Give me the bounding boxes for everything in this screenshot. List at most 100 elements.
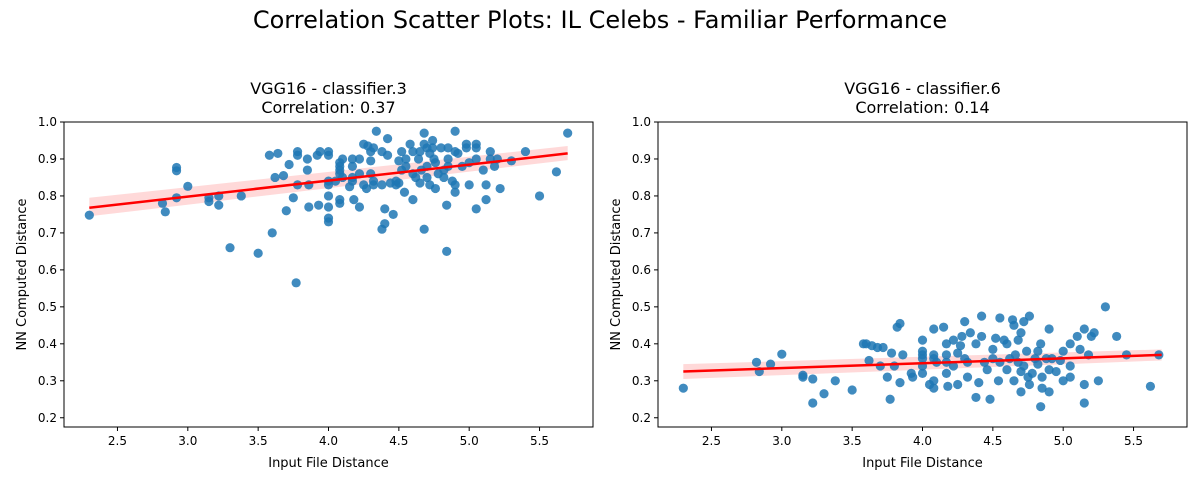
data-point bbox=[160, 207, 170, 217]
regression-line bbox=[683, 353, 1162, 373]
data-point bbox=[323, 180, 334, 190]
data-point bbox=[323, 146, 334, 157]
data-point bbox=[957, 331, 967, 342]
y-tick-label: 0.7 bbox=[632, 226, 651, 240]
x-tick-label: 2.5 bbox=[702, 434, 721, 448]
data-point bbox=[885, 394, 895, 404]
y-tick-label: 0.6 bbox=[632, 263, 651, 277]
data-point bbox=[1019, 361, 1029, 371]
y-tick-label: 1.0 bbox=[632, 115, 651, 129]
data-point bbox=[347, 154, 358, 164]
data-point bbox=[415, 146, 425, 157]
data-point bbox=[422, 172, 432, 183]
data-point bbox=[214, 200, 224, 210]
figure-title: Correlation Scatter Plots: IL Celebs - F… bbox=[252, 6, 948, 34]
data-point bbox=[995, 357, 1005, 367]
data-point bbox=[864, 355, 874, 366]
data-point bbox=[974, 378, 984, 388]
data-point bbox=[171, 162, 182, 173]
data-point bbox=[1037, 372, 1047, 382]
data-point bbox=[430, 158, 441, 168]
data-point bbox=[1065, 361, 1075, 371]
data-point bbox=[1033, 346, 1043, 356]
data-point bbox=[819, 389, 829, 399]
data-point bbox=[388, 209, 398, 220]
data-point bbox=[1112, 331, 1122, 342]
data-point bbox=[1051, 366, 1061, 377]
plot-frame bbox=[657, 121, 1188, 428]
data-point bbox=[1079, 324, 1089, 334]
data-point bbox=[1044, 365, 1054, 375]
data-point bbox=[991, 333, 1001, 343]
y-tick-label: 0.6 bbox=[38, 263, 57, 277]
data-point bbox=[464, 180, 474, 190]
data-point bbox=[993, 376, 1004, 386]
data-point bbox=[917, 368, 928, 378]
data-point bbox=[183, 181, 193, 191]
y-tick-label: 0.8 bbox=[632, 189, 651, 203]
data-point bbox=[948, 361, 959, 371]
data-point bbox=[323, 191, 334, 201]
data-point bbox=[534, 191, 545, 201]
y-tick-label: 0.8 bbox=[38, 189, 57, 203]
data-point bbox=[495, 183, 505, 194]
data-point bbox=[971, 392, 981, 403]
data-point bbox=[808, 398, 818, 408]
data-point bbox=[419, 128, 429, 138]
data-point bbox=[976, 331, 987, 342]
data-point bbox=[1009, 320, 1019, 330]
data-point bbox=[1002, 365, 1012, 375]
data-point bbox=[917, 335, 928, 345]
y-tick-label: 0.4 bbox=[38, 337, 57, 351]
y-tick-label: 0.5 bbox=[632, 300, 651, 314]
data-point bbox=[394, 178, 404, 188]
data-point bbox=[943, 381, 953, 391]
y-tick-label: 0.7 bbox=[38, 226, 57, 240]
y-tick-label: 0.2 bbox=[38, 411, 57, 425]
data-point bbox=[929, 383, 939, 393]
data-point bbox=[413, 154, 424, 164]
data-point bbox=[315, 146, 325, 157]
data-point bbox=[349, 195, 359, 205]
data-point bbox=[382, 134, 393, 144]
data-point bbox=[1022, 346, 1032, 356]
x-tick-label: 4.5 bbox=[389, 434, 408, 448]
data-point bbox=[971, 339, 981, 349]
data-point bbox=[361, 183, 372, 194]
data-point bbox=[485, 146, 495, 157]
data-point bbox=[976, 311, 987, 321]
data-point bbox=[917, 346, 928, 356]
data-point bbox=[471, 143, 481, 153]
data-point bbox=[1075, 344, 1085, 354]
data-point bbox=[551, 167, 562, 177]
data-point bbox=[1058, 376, 1068, 386]
x-tick-label: 5.5 bbox=[1124, 434, 1143, 448]
data-point bbox=[941, 350, 952, 360]
data-point bbox=[478, 165, 488, 175]
data-point bbox=[520, 146, 531, 157]
data-point bbox=[439, 172, 449, 183]
y-tick-label: 1.0 bbox=[38, 115, 57, 129]
data-point bbox=[461, 143, 471, 153]
data-point bbox=[380, 204, 390, 214]
data-point bbox=[563, 128, 573, 138]
data-point bbox=[278, 171, 289, 181]
data-point bbox=[830, 376, 840, 386]
data-point bbox=[430, 183, 441, 194]
data-point bbox=[304, 202, 314, 212]
data-point bbox=[678, 383, 688, 393]
data-point bbox=[450, 126, 460, 136]
data-point bbox=[394, 156, 404, 166]
data-point bbox=[415, 178, 425, 188]
data-point bbox=[292, 150, 303, 160]
data-point bbox=[377, 180, 387, 190]
data-point bbox=[1019, 317, 1029, 327]
data-point bbox=[955, 341, 966, 351]
data-point bbox=[1036, 402, 1046, 412]
data-point bbox=[281, 206, 291, 216]
data-point bbox=[995, 313, 1005, 323]
data-point bbox=[335, 195, 345, 205]
data-point bbox=[267, 228, 277, 238]
data-point bbox=[450, 187, 460, 197]
